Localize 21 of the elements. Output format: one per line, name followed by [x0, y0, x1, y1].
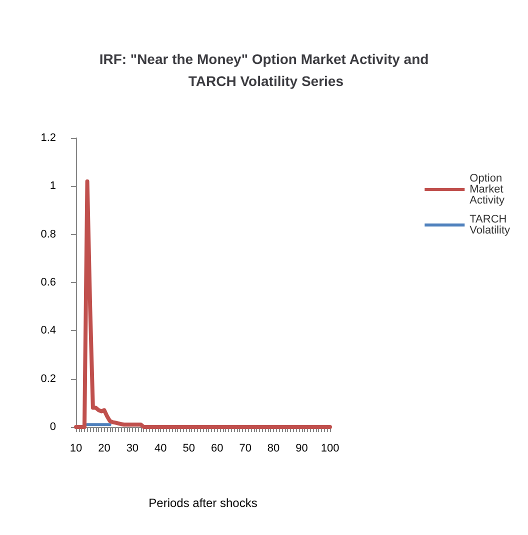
x-tick-label: 30 [126, 442, 139, 454]
y-tick-label: 0.8 [40, 228, 56, 240]
x-tick-label: 50 [182, 442, 196, 454]
y-tick-label: 1.2 [40, 132, 56, 144]
x-axis-title: Periods after shocks [148, 496, 258, 510]
x-tick-label: 10 [70, 442, 82, 454]
chart-title: IRF: "Near the Money" Option Market Activity and TARCH Volatility Series [99, 51, 429, 89]
x-tick-label: 100 [320, 442, 340, 454]
x-tick-label: 20 [98, 442, 110, 454]
x-tick-label: 40 [154, 442, 167, 454]
x-tick-label: 70 [239, 442, 252, 454]
y-tick-label: 0.2 [40, 372, 56, 385]
y-tick-label: 0.4 [40, 324, 56, 337]
y-tick-label: 0.6 [40, 276, 56, 288]
y-tick-label: 0 [50, 421, 56, 433]
legend-label: Option Market Activity [470, 172, 505, 206]
x-tick-label: 60 [210, 442, 224, 454]
x-tick-label: 80 [267, 442, 280, 454]
legend-label: TARCH Volatility [470, 214, 510, 236]
x-tick-label: 90 [296, 442, 308, 454]
y-tick-label: 1 [50, 180, 56, 192]
